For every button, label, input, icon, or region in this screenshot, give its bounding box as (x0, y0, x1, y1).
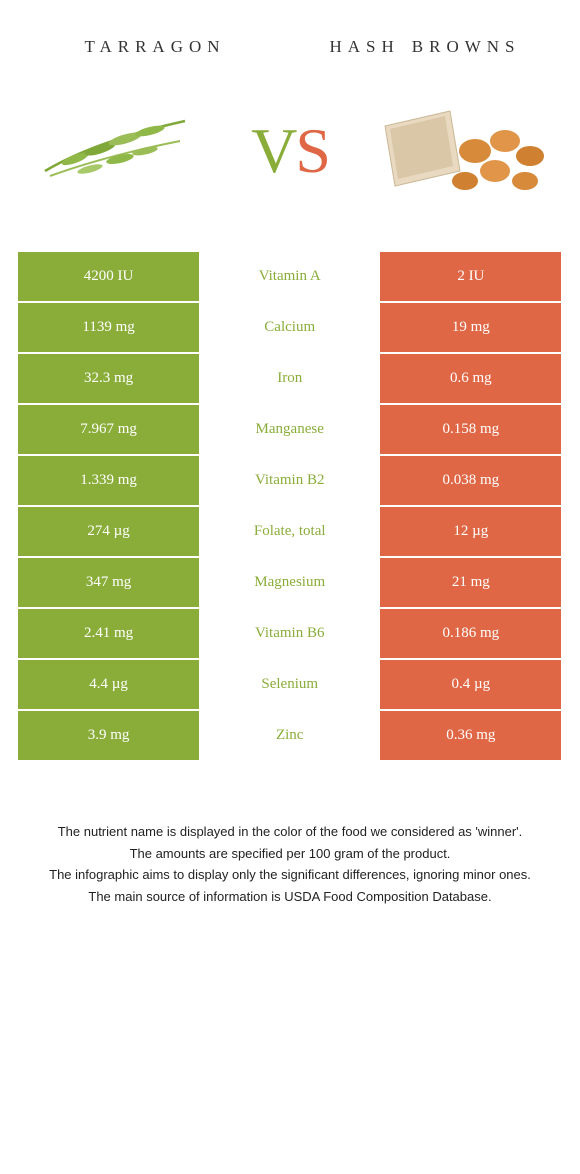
right-value: 0.6 mg (380, 354, 561, 403)
right-food-title: hash browns (304, 30, 547, 61)
right-value: 0.4 µg (380, 660, 561, 709)
nutrient-row: 1.339 mgVitamin B20.038 mg (18, 456, 562, 507)
footnote-line: The infographic aims to display only the… (30, 865, 550, 885)
nutrient-name: Manganese (199, 405, 380, 454)
tarragon-image (30, 91, 200, 211)
left-value: 274 µg (18, 507, 199, 556)
footnotes: The nutrient name is displayed in the co… (0, 762, 580, 928)
left-value: 7.967 mg (18, 405, 199, 454)
nutrient-row: 32.3 mgIron0.6 mg (18, 354, 562, 405)
nutrient-name: Calcium (199, 303, 380, 352)
right-value: 0.186 mg (380, 609, 561, 658)
left-food-title: tarragon (34, 30, 277, 61)
left-value: 3.9 mg (18, 711, 199, 760)
vs-label: VS (251, 114, 329, 188)
right-value: 12 µg (380, 507, 561, 556)
right-value: 21 mg (380, 558, 561, 607)
nutrient-name: Selenium (199, 660, 380, 709)
nutrient-name: Zinc (199, 711, 380, 760)
right-value: 19 mg (380, 303, 561, 352)
nutrient-row: 274 µgFolate, total12 µg (18, 507, 562, 558)
herb-icon (35, 101, 195, 201)
left-value: 32.3 mg (18, 354, 199, 403)
nutrient-name: Vitamin A (199, 252, 380, 301)
hashbrowns-icon (380, 96, 550, 206)
nutrient-name: Iron (199, 354, 380, 403)
left-value: 2.41 mg (18, 609, 199, 658)
nutrient-name: Folate, total (199, 507, 380, 556)
right-value: 2 IU (380, 252, 561, 301)
header: tarragon hash browns (0, 0, 580, 81)
nutrient-row: 4200 IUVitamin A2 IU (18, 252, 562, 303)
nutrient-name: Magnesium (199, 558, 380, 607)
right-value: 0.158 mg (380, 405, 561, 454)
nutrient-table: 4200 IUVitamin A2 IU1139 mgCalcium19 mg3… (18, 251, 562, 762)
footnote-line: The main source of information is USDA F… (30, 887, 550, 907)
left-value: 4.4 µg (18, 660, 199, 709)
footnote-line: The amounts are specified per 100 gram o… (30, 844, 550, 864)
nutrient-name: Vitamin B6 (199, 609, 380, 658)
left-value: 1.339 mg (18, 456, 199, 505)
nutrient-name: Vitamin B2 (199, 456, 380, 505)
left-value: 4200 IU (18, 252, 199, 301)
nutrient-row: 2.41 mgVitamin B60.186 mg (18, 609, 562, 660)
hashbrowns-image (380, 91, 550, 211)
vs-v: V (251, 115, 295, 186)
nutrient-row: 4.4 µgSelenium0.4 µg (18, 660, 562, 711)
nutrient-row: 7.967 mgManganese0.158 mg (18, 405, 562, 456)
images-row: VS (0, 81, 580, 251)
right-value: 0.36 mg (380, 711, 561, 760)
nutrient-row: 1139 mgCalcium19 mg (18, 303, 562, 354)
left-value: 347 mg (18, 558, 199, 607)
vs-s: S (295, 115, 329, 186)
nutrient-row: 3.9 mgZinc0.36 mg (18, 711, 562, 762)
left-value: 1139 mg (18, 303, 199, 352)
footnote-line: The nutrient name is displayed in the co… (30, 822, 550, 842)
nutrient-row: 347 mgMagnesium21 mg (18, 558, 562, 609)
right-value: 0.038 mg (380, 456, 561, 505)
